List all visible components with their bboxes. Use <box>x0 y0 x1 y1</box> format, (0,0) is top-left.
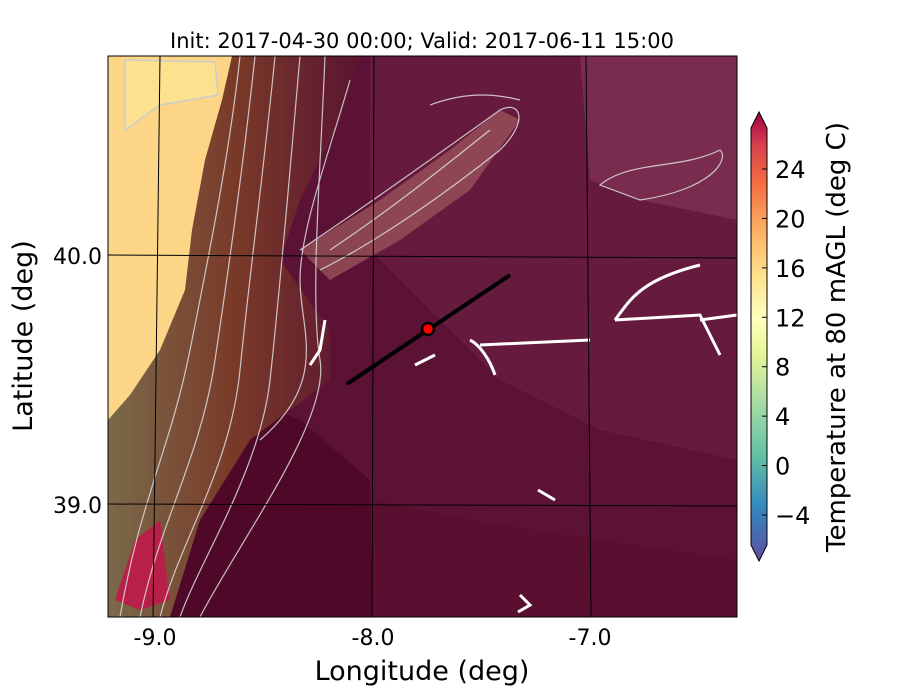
y-tick: 39.0 <box>53 494 102 519</box>
ridge-warm <box>300 110 520 280</box>
contour-lines <box>119 56 723 617</box>
colorbar-tick: 24 <box>775 156 806 184</box>
x-tick: -9.0 <box>134 626 177 651</box>
location-marker <box>420 321 436 337</box>
colorbar-tick: 0 <box>775 453 790 481</box>
warm-patch <box>115 520 170 610</box>
colorbar-label: Temperature at 80 mAGL (deg C) <box>822 122 852 553</box>
x-axis: -9.0 -8.0 -7.0 Longitude (deg) <box>134 626 612 687</box>
y-tick: 40.0 <box>53 245 102 270</box>
graticule <box>108 56 737 617</box>
colorbar-tick: 12 <box>775 304 806 332</box>
x-tick: -8.0 <box>352 626 395 651</box>
colorbar-tick: 8 <box>775 354 790 382</box>
x-axis-label: Longitude (deg) <box>315 656 530 687</box>
x-tick: -7.0 <box>569 626 612 651</box>
masked-features <box>308 263 737 614</box>
colorbar-tick: 4 <box>775 403 790 431</box>
colorbar-tick: −4 <box>775 502 810 530</box>
land-cool <box>108 56 232 420</box>
colorbar-tick: 20 <box>775 205 806 233</box>
temperature-field <box>108 56 737 617</box>
colorbar-tick: 16 <box>775 255 806 283</box>
plot-title: Init: 2017-04-30 00:00; Valid: 2017-06-1… <box>170 29 674 53</box>
y-axis-label: Latitude (deg) <box>8 240 39 432</box>
y-axis: 40.0 39.0 Latitude (deg) <box>8 240 102 519</box>
colorbar: 24 20 16 12 8 4 0 −4 Temperature at 80 mAGL (de… <box>750 110 852 563</box>
